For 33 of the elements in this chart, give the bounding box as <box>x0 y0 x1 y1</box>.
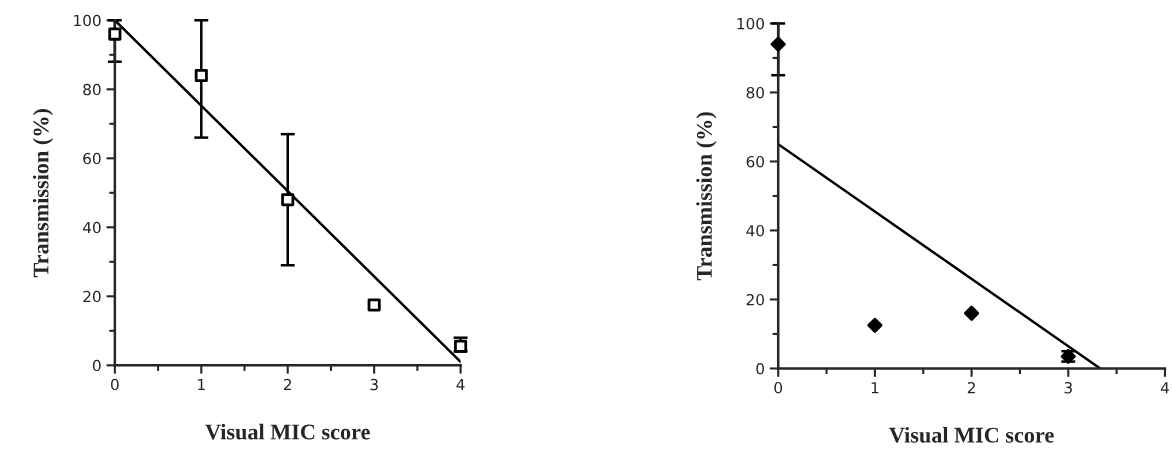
x-tick-label: 0 <box>774 381 783 394</box>
y-tick-label: 20 <box>83 290 101 303</box>
x-tick-label: 1 <box>871 382 879 394</box>
y-tick-label: 40 <box>82 221 101 234</box>
y-tick-label: 20 <box>746 293 764 306</box>
y-axis-title: Transmission (%) <box>696 112 717 281</box>
point <box>281 193 295 207</box>
point <box>963 305 980 321</box>
x-tick-label: 0 <box>111 378 119 391</box>
point <box>867 317 883 333</box>
x-tick-label: 2 <box>967 381 975 394</box>
x-tick-label: 2 <box>283 378 292 391</box>
point <box>770 36 786 52</box>
point <box>108 27 122 41</box>
x-tick-label: 3 <box>370 378 378 391</box>
y-tick-label: 0 <box>92 359 101 372</box>
y-tick-label: 80 <box>83 83 101 96</box>
point <box>367 298 381 312</box>
x-tick-label: 3 <box>1064 381 1072 394</box>
y-tick-label: 60 <box>83 152 101 165</box>
x-tick-label: 1 <box>198 378 205 391</box>
y-tick-label: 100 <box>737 17 764 30</box>
y-tick-label: 100 <box>74 14 101 27</box>
y-tick-label: 80 <box>746 86 764 99</box>
x-axis-title: Visual MIC score <box>889 427 1054 443</box>
y-tick-label: 60 <box>746 155 764 168</box>
y-tick-label: 40 <box>746 224 764 237</box>
y-axis-title: Transmission (%) <box>32 109 54 278</box>
x-tick-label: 4 <box>1160 382 1169 394</box>
y-tick-label: 0 <box>756 362 764 375</box>
point <box>194 68 208 83</box>
x-axis-title: Visual MIC score <box>205 423 370 440</box>
x-tick-label: 4 <box>456 378 465 391</box>
